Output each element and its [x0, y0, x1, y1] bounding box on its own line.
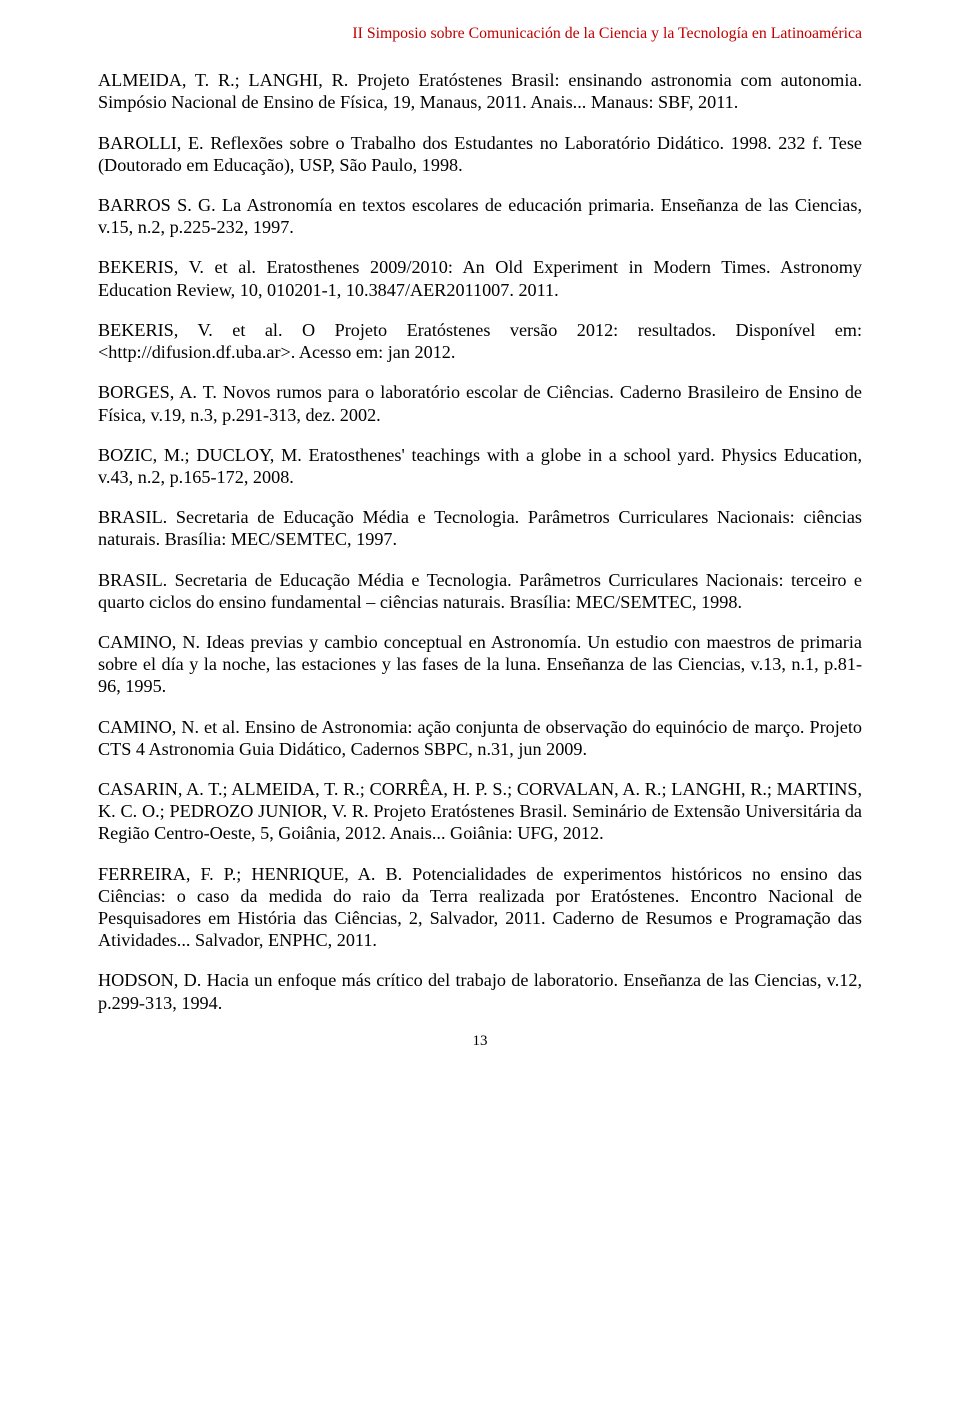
reference-entry: BRASIL. Secretaria de Educação Média e T…: [98, 506, 862, 550]
page-header: II Simposio sobre Comunicación de la Cie…: [98, 24, 862, 43]
reference-entry: BORGES, A. T. Novos rumos para o laborat…: [98, 381, 862, 425]
reference-entry: BARROS S. G. La Astronomía en textos esc…: [98, 194, 862, 238]
page-number: 13: [98, 1032, 862, 1050]
reference-entry: CAMINO, N. et al. Ensino de Astronomia: …: [98, 716, 862, 760]
reference-entry: BAROLLI, E. Reflexões sobre o Trabalho d…: [98, 132, 862, 176]
reference-list: ALMEIDA, T. R.; LANGHI, R. Projeto Erató…: [98, 69, 862, 1014]
reference-entry: BEKERIS, V. et al. O Projeto Eratóstenes…: [98, 319, 862, 363]
reference-entry: CAMINO, N. Ideas previas y cambio concep…: [98, 631, 862, 698]
reference-entry: ALMEIDA, T. R.; LANGHI, R. Projeto Erató…: [98, 69, 862, 113]
document-page: II Simposio sobre Comunicación de la Cie…: [0, 0, 960, 1078]
reference-entry: FERREIRA, F. P.; HENRIQUE, A. B. Potenci…: [98, 863, 862, 952]
reference-entry: BOZIC, M.; DUCLOY, M. Eratosthenes' teac…: [98, 444, 862, 488]
reference-entry: CASARIN, A. T.; ALMEIDA, T. R.; CORRÊA, …: [98, 778, 862, 845]
reference-entry: HODSON, D. Hacia un enfoque más crítico …: [98, 969, 862, 1013]
reference-entry: BEKERIS, V. et al. Eratosthenes 2009/201…: [98, 256, 862, 300]
reference-entry: BRASIL. Secretaria de Educação Média e T…: [98, 569, 862, 613]
